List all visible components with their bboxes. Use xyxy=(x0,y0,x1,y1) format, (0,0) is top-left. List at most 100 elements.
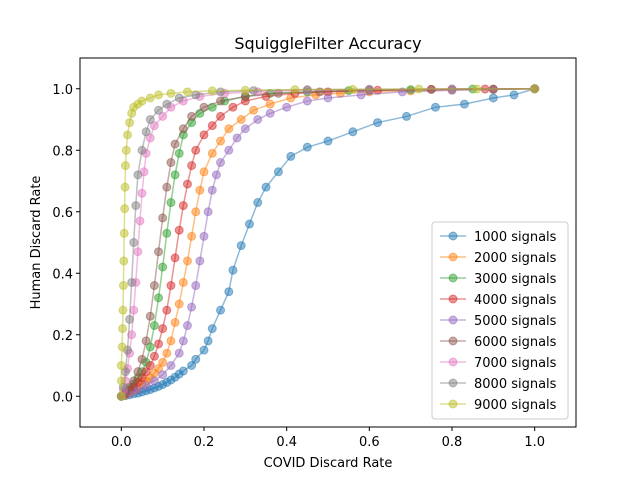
data-point xyxy=(178,366,188,376)
data-point xyxy=(191,281,201,291)
data-point xyxy=(224,287,234,297)
chart-title: SquiggleFilter Accuracy xyxy=(234,34,421,53)
data-point xyxy=(182,87,192,97)
data-point xyxy=(488,93,498,103)
series-9 xyxy=(116,84,540,401)
data-point xyxy=(249,105,259,115)
data-point xyxy=(162,228,172,238)
data-point xyxy=(199,167,209,177)
x-tick-label: 0.2 xyxy=(194,435,215,450)
legend-label: 6000 signals xyxy=(474,335,557,350)
data-point xyxy=(154,364,164,374)
data-point xyxy=(273,167,283,177)
data-point xyxy=(125,118,135,128)
legend-item: 4000 signals xyxy=(440,293,557,308)
data-point xyxy=(166,361,176,370)
legend-item: 8000 signals xyxy=(440,377,557,392)
data-point xyxy=(356,90,366,100)
data-point xyxy=(118,305,128,315)
data-point xyxy=(170,139,180,149)
data-point xyxy=(137,96,147,106)
data-point xyxy=(414,84,424,94)
data-point xyxy=(119,228,129,238)
legend-label: 7000 signals xyxy=(474,356,557,371)
data-point xyxy=(135,216,145,226)
data-point xyxy=(216,136,226,146)
data-point xyxy=(207,185,217,195)
series-5 xyxy=(116,84,540,401)
data-point xyxy=(117,342,127,352)
data-point xyxy=(261,182,271,192)
y-tick-label: 0.0 xyxy=(52,390,73,405)
legend-marker xyxy=(448,336,458,346)
data-point xyxy=(141,336,151,346)
x-tick-label: 0.6 xyxy=(359,435,380,450)
data-point xyxy=(178,336,188,346)
data-point xyxy=(145,342,155,352)
data-point xyxy=(203,207,213,217)
data-point xyxy=(290,85,300,95)
data-point xyxy=(120,182,130,192)
x-axis-label: COVID Discard Rate xyxy=(264,456,393,471)
legend-item: 5000 signals xyxy=(440,314,557,329)
data-point xyxy=(174,93,184,103)
data-point xyxy=(302,142,312,152)
data-point xyxy=(191,145,201,155)
data-point xyxy=(348,127,358,137)
data-point xyxy=(158,262,168,272)
legend-item: 3000 signals xyxy=(440,272,557,287)
data-point xyxy=(187,302,197,312)
data-point xyxy=(166,281,176,291)
legend: 1000 signals 2000 signals 3000 signals 4000… xyxy=(431,221,569,420)
data-point xyxy=(216,96,226,106)
data-point xyxy=(158,111,168,121)
data-point xyxy=(116,391,126,401)
data-point xyxy=(224,145,234,155)
data-point xyxy=(323,93,333,103)
series-layer xyxy=(116,84,540,401)
data-point xyxy=(141,380,151,390)
legend-marker xyxy=(448,294,458,304)
data-point xyxy=(145,311,155,321)
data-point xyxy=(120,161,130,171)
legend-item: 1000 signals xyxy=(440,230,557,245)
plot-frame xyxy=(79,57,577,428)
data-point xyxy=(158,370,168,380)
data-point xyxy=(265,108,275,118)
data-point xyxy=(244,219,254,229)
data-point xyxy=(323,136,333,146)
data-point xyxy=(118,324,128,334)
y-axis: 0.0 0.2 0.4 0.6 0.8 1.0 xyxy=(52,83,80,405)
data-point xyxy=(174,299,184,309)
data-point xyxy=(127,277,137,287)
data-point xyxy=(133,367,143,377)
data-point xyxy=(162,305,172,315)
data-point xyxy=(154,90,164,100)
data-point xyxy=(137,354,147,364)
data-point xyxy=(265,99,275,109)
data-point xyxy=(178,277,188,287)
legend-marker xyxy=(448,399,458,409)
data-point xyxy=(145,133,155,143)
data-point xyxy=(216,87,226,97)
x-tick-label: 0.4 xyxy=(276,435,297,450)
y-tick-label: 0.6 xyxy=(52,206,73,221)
data-point xyxy=(282,102,292,112)
data-point xyxy=(174,225,184,235)
data-point xyxy=(472,84,482,94)
data-point xyxy=(166,158,176,168)
data-point xyxy=(166,336,176,346)
data-point xyxy=(170,170,180,180)
data-point xyxy=(182,321,192,331)
data-point xyxy=(154,247,164,257)
data-point xyxy=(154,293,164,303)
data-point xyxy=(141,127,151,137)
data-point xyxy=(232,133,242,143)
data-point xyxy=(158,357,168,367)
data-point xyxy=(149,121,159,131)
data-point xyxy=(207,121,217,131)
y-tick-label: 0.2 xyxy=(52,329,73,344)
data-point xyxy=(118,281,128,291)
